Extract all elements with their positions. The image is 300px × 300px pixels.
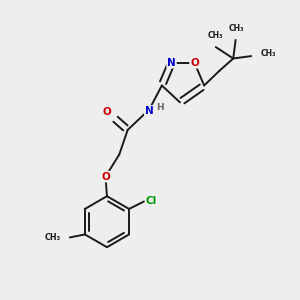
- Text: CH₃: CH₃: [261, 49, 276, 58]
- Text: Cl: Cl: [146, 196, 157, 206]
- Text: O: O: [190, 58, 199, 68]
- Text: N: N: [145, 106, 154, 116]
- Text: H: H: [156, 103, 163, 112]
- Text: CH₃: CH₃: [45, 233, 61, 242]
- Text: CH₃: CH₃: [208, 32, 223, 40]
- Text: CH₃: CH₃: [229, 24, 244, 33]
- Text: N: N: [167, 58, 176, 68]
- Text: O: O: [102, 107, 111, 117]
- Text: O: O: [101, 172, 110, 182]
